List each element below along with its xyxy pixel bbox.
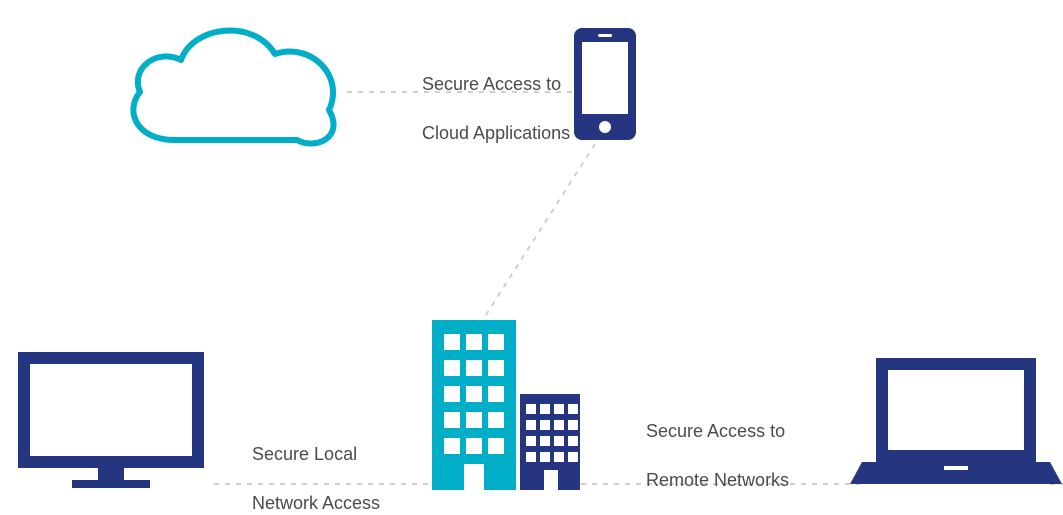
local-label-line2: Network Access (252, 493, 380, 513)
local-label-line1: Secure Local (252, 444, 357, 464)
remote-label: Secure Access to Remote Networks and App… (636, 395, 789, 515)
cloud-label-line1: Secure Access to (422, 74, 561, 94)
remote-label-line2: Remote Networks (646, 470, 789, 490)
remote-label-line1: Secure Access to (646, 421, 785, 441)
building-icon (432, 320, 580, 490)
cloud-icon (133, 30, 333, 143)
laptop-icon (850, 358, 1062, 484)
phone-icon (574, 28, 636, 140)
cloud-label: Secure Access to Cloud Applications (412, 48, 570, 145)
monitor-icon (18, 352, 204, 488)
local-label: Secure Local Network Access (242, 418, 380, 515)
cloud-label-line2: Cloud Applications (422, 123, 570, 143)
edge-phone-building (484, 144, 595, 318)
